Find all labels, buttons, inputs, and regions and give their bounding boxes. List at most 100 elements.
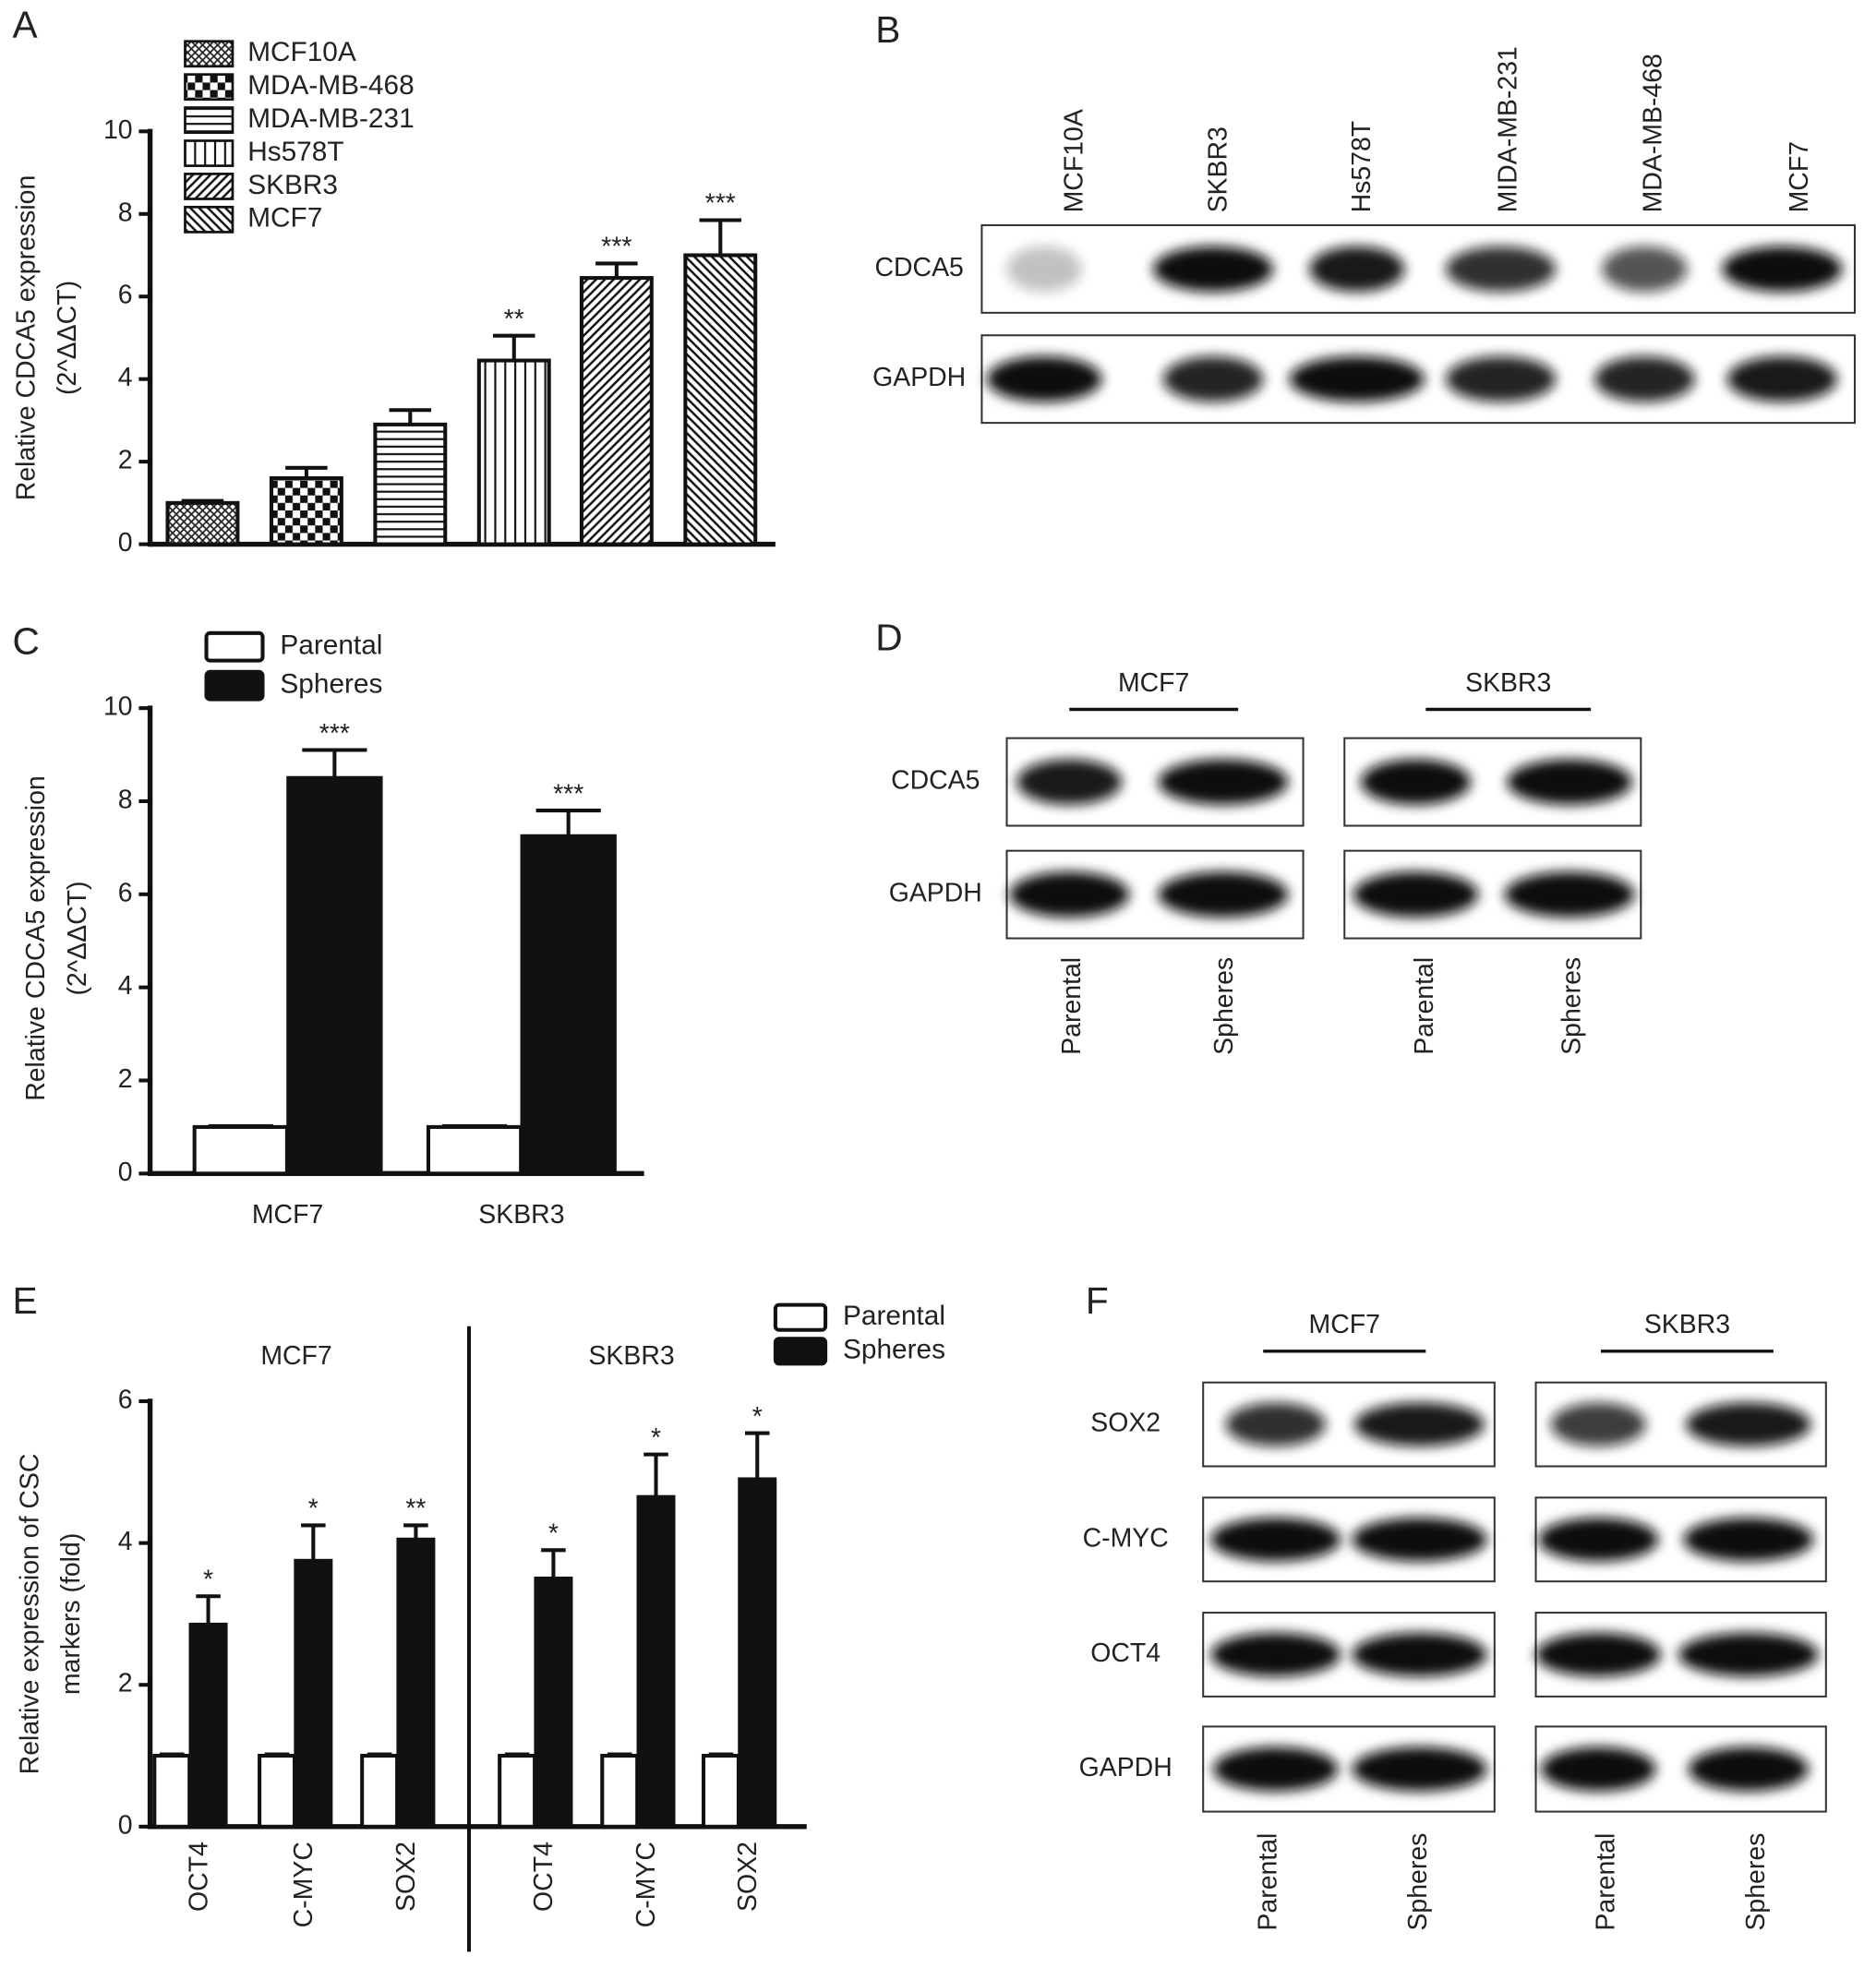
group-label: SKBR3 — [1465, 668, 1551, 698]
error-bar — [181, 498, 224, 503]
blot-band — [1678, 1632, 1819, 1677]
blot-band — [1352, 1746, 1487, 1792]
bar — [152, 1754, 192, 1829]
blot-frame — [980, 223, 1856, 314]
y-tick-label: 4 — [118, 971, 133, 1001]
y-tick-label: 10 — [103, 115, 133, 145]
lane-label: Parental — [1254, 1833, 1283, 1931]
blot-band — [1352, 1518, 1487, 1562]
x-tick-label: OCT4 — [184, 1842, 213, 1912]
blot-band — [1445, 246, 1557, 293]
significance: * — [308, 1494, 319, 1524]
lane-label: Spheres — [1557, 957, 1587, 1055]
legend-swatch — [184, 205, 234, 234]
group-label: SKBR3 — [1644, 1310, 1730, 1339]
blot-band — [986, 356, 1102, 402]
lane-label: Hs578T — [1347, 121, 1377, 213]
bar — [396, 1537, 436, 1829]
legend-label: MCF10A — [247, 37, 356, 67]
blot-band — [1225, 1402, 1326, 1446]
y-tick-label: 0 — [118, 1810, 133, 1840]
y-tick-label: 0 — [118, 1158, 133, 1187]
panel-label: C — [13, 620, 40, 663]
lane-label: MCF7 — [1785, 141, 1814, 212]
lane-label: Spheres — [1741, 1833, 1771, 1931]
bar — [286, 775, 383, 1176]
lane-label: SKBR3 — [1203, 126, 1233, 212]
y-axis-label: Relative expression of CSC — [15, 1454, 44, 1775]
group-label: MCF7 — [1309, 1310, 1380, 1339]
x-tick-label: SOX2 — [733, 1842, 763, 1912]
error-bar — [607, 1752, 632, 1757]
y-tick-label: 6 — [118, 281, 133, 310]
lane-label: Parental — [1410, 957, 1439, 1055]
y-tick-label: 2 — [118, 1669, 133, 1698]
bar — [426, 1124, 523, 1176]
bar — [701, 1754, 740, 1829]
significance: ** — [405, 1494, 426, 1524]
x-tick-label: SKBR3 — [478, 1200, 564, 1230]
error-bar — [493, 333, 535, 361]
panel-label: D — [875, 617, 902, 659]
blot-band — [1504, 871, 1635, 918]
blot-band — [1016, 759, 1123, 805]
blot-band — [1289, 356, 1425, 402]
y-tick-label: 2 — [118, 446, 133, 475]
y-tick-label: 4 — [118, 1527, 133, 1556]
blot-band — [1535, 1632, 1661, 1677]
error-bar — [208, 1123, 273, 1128]
bar — [192, 1124, 289, 1176]
error-bar — [196, 1594, 221, 1625]
row-label: OCT4 — [1090, 1638, 1160, 1668]
bar — [600, 1754, 640, 1829]
row-label: GAPDH — [889, 879, 982, 908]
bar — [534, 1576, 573, 1829]
significance: * — [752, 1402, 763, 1432]
legend-label: Spheres — [843, 1335, 945, 1365]
lane-label: MIDA-MB-231 — [1494, 46, 1523, 212]
legend-label: Parental — [280, 630, 382, 661]
blot-band — [1006, 246, 1082, 293]
error-bar — [301, 1523, 326, 1561]
legend-swatch — [204, 669, 265, 702]
error-bar — [541, 1548, 566, 1579]
error-bar — [708, 1752, 734, 1757]
y-axis-label: (2^ΔΔCT) — [53, 281, 82, 395]
group-label: SKBR3 — [588, 1341, 674, 1371]
error-bar — [595, 261, 638, 279]
legend-swatch — [204, 630, 265, 663]
blot-band — [1158, 871, 1289, 918]
y-tick-label: 10 — [103, 692, 133, 722]
significance: * — [651, 1423, 661, 1453]
legend-label: Hs578T — [247, 137, 343, 167]
blot-band — [1683, 1518, 1814, 1562]
y-tick-label: 6 — [118, 1386, 133, 1415]
significance: * — [203, 1565, 213, 1594]
significance: *** — [319, 719, 350, 749]
panel-label: B — [875, 8, 900, 51]
legend-swatch — [184, 73, 234, 102]
legend-label: Parental — [843, 1301, 945, 1331]
blot-band — [1594, 356, 1695, 402]
bar — [579, 276, 654, 546]
significance: *** — [553, 779, 583, 809]
legend-swatch — [184, 40, 234, 68]
blot-band — [1445, 356, 1557, 402]
legend-swatch — [773, 1337, 828, 1366]
error-bar — [744, 1431, 770, 1480]
legend-label: SKBR3 — [247, 170, 338, 200]
blot-band — [1540, 1746, 1656, 1792]
error-bar — [535, 809, 601, 836]
significance: *** — [705, 189, 736, 219]
y-tick-label: 4 — [118, 363, 133, 392]
legend-label: Spheres — [280, 669, 382, 700]
blot-band — [1309, 246, 1405, 293]
blot-band — [1354, 1402, 1485, 1446]
x-tick-label: OCT4 — [529, 1842, 559, 1912]
bar — [520, 834, 617, 1176]
error-bar — [389, 408, 432, 425]
y-axis-label: Relative CDCA5 expression — [11, 175, 41, 501]
error-bar — [403, 1523, 428, 1540]
bar — [188, 1622, 228, 1829]
blot-band — [1353, 871, 1479, 918]
